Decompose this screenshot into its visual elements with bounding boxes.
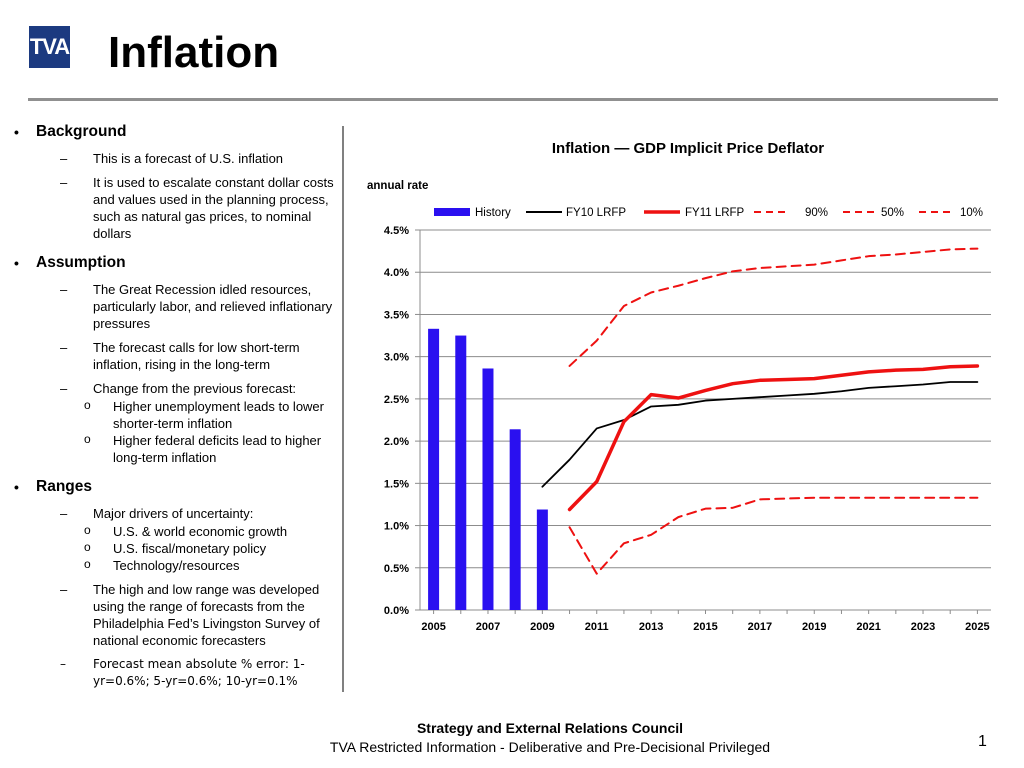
sub-bullet-item: o U.S. & world economic growth [14, 523, 336, 540]
legend-label: 10% [960, 207, 983, 219]
dash-marker: – [60, 151, 68, 166]
sub-bullet-text: Higher federal deficits lead to higher l… [113, 433, 322, 465]
x-tick-label: 2021 [856, 621, 880, 633]
footer-disclaimer: TVA Restricted Information - Deliberativ… [329, 739, 771, 755]
history-bar [428, 328, 440, 610]
bullet-item: – The Great Recession idled resources, pa… [14, 281, 336, 332]
title-divider [28, 98, 998, 101]
inflation-chart: Inflation — GDP Implicit Price Deflator a… [367, 140, 991, 633]
bullet-marker: • [14, 255, 19, 271]
y-tick-label: 3.5% [384, 309, 409, 321]
circle-marker: o [84, 398, 91, 412]
x-tick-label: 2009 [530, 621, 554, 633]
sub-bullet-text: Higher unemployment leads to lower short… [113, 399, 324, 431]
bullet-item-text: Change from the previous forecast: [93, 381, 297, 396]
bullet-item-text: It is used to escalate constant dollar c… [93, 175, 334, 241]
sub-bullet-text: U.S. fiscal/monetary policy [113, 541, 267, 556]
x-tick-label: 2017 [748, 621, 772, 633]
sub-bullet-item: o Higher federal deficits lead to higher … [14, 432, 336, 466]
y-axis-label: annual rate [367, 180, 428, 192]
bullet-item-text: Major drivers of uncertainty: [93, 506, 254, 521]
page-number: 1 [978, 733, 987, 750]
history-bar [536, 509, 548, 610]
x-tick-label: 2015 [693, 621, 717, 633]
bullet-item: – The forecast calls for low short-term i… [14, 339, 336, 373]
column-divider [342, 126, 344, 692]
history-bar [455, 335, 467, 610]
bullet-marker: • [14, 479, 19, 495]
range-line-90pct [568, 247, 979, 367]
dash-marker: – [60, 657, 66, 671]
legend-label: 90% [805, 207, 828, 219]
footer-council: Strategy and External Relations Council [416, 720, 684, 736]
y-tick-label: 3.0% [384, 352, 409, 364]
y-tick-label: 0.0% [384, 605, 409, 617]
section-heading: • Ranges [14, 477, 336, 497]
x-tick-label: 2013 [639, 621, 663, 633]
legend-label: FY11 LRFP [685, 207, 745, 219]
y-tick-label: 1.5% [384, 478, 409, 490]
bullet-marker: • [14, 124, 19, 140]
y-tick-label: 4.0% [384, 267, 409, 279]
bullet-item-text: The forecast calls for low short-term in… [93, 340, 300, 372]
range-line-10pct [568, 496, 979, 575]
fy11-line [567, 364, 980, 512]
dash-marker: – [60, 175, 68, 190]
section-heading-text: Assumption [36, 254, 126, 271]
section-heading-text: Background [36, 123, 127, 140]
legend-swatch-history [434, 208, 470, 216]
sub-bullet-item: o Higher unemployment leads to lower shor… [14, 398, 336, 432]
y-tick-label: 4.5% [384, 225, 409, 237]
y-tick-label: 1.0% [384, 521, 409, 533]
y-tick-label: 0.5% [384, 563, 409, 575]
circle-marker: o [84, 540, 91, 554]
dash-marker: – [60, 506, 68, 521]
tva-logo: TVA [29, 26, 70, 68]
bullet-item: – This is a forecast of U.S. inflation [14, 150, 336, 167]
circle-marker: o [84, 432, 91, 446]
circle-marker: o [84, 557, 91, 571]
sub-bullet-item: o U.S. fiscal/monetary policy [14, 540, 336, 557]
legend-label: History [475, 207, 511, 219]
page-title: Inflation [108, 28, 280, 77]
bullet-item: – The high and low range was developed us… [14, 581, 336, 649]
sub-bullet-text: U.S. & world economic growth [113, 524, 288, 539]
x-tick-label: 2007 [476, 621, 500, 633]
bullet-item: – It is used to escalate constant dollar … [14, 174, 336, 242]
y-tick-label: 2.0% [384, 436, 409, 448]
legend-label: 50% [881, 207, 904, 219]
bullet-item-text: The Great Recession idled resources, par… [93, 282, 333, 331]
sub-bullet-group: o Higher unemployment leads to lower shor… [14, 398, 336, 466]
sub-bullet-text: Technology/resources [113, 558, 240, 573]
x-tick-label: 2005 [421, 621, 445, 633]
bullet-item: – Major drivers of uncertainty: [14, 505, 336, 522]
bullet-item-text: This is a forecast of U.S. inflation [93, 151, 284, 166]
bullet-item: – Change from the previous forecast: [14, 380, 336, 397]
sub-bullet-item: o Technology/resources [14, 557, 336, 574]
history-bar [482, 368, 494, 610]
section-heading: • Assumption [14, 253, 336, 273]
section-heading: • Background [14, 122, 336, 142]
dash-marker: – [60, 381, 68, 396]
dash-marker: – [60, 282, 68, 297]
bullet-list: • Background – This is a forecast of U.S. i… [14, 122, 336, 701]
bullet-item: – Forecast mean absolute % error: 1-yr=0.… [14, 656, 336, 690]
x-tick-label: 2019 [802, 621, 826, 633]
dash-marker: – [60, 582, 68, 597]
fy10-line [541, 381, 979, 488]
bullet-item-text: Forecast mean absolute % error: 1-yr=0.6… [93, 657, 305, 688]
x-tick-label: 2023 [911, 621, 935, 633]
chart-title: Inflation — GDP Implicit Price Deflator [552, 140, 824, 157]
history-bar [509, 429, 521, 610]
dash-marker: – [60, 340, 68, 355]
section-heading-text: Ranges [36, 478, 92, 495]
y-tick-label: 2.5% [384, 394, 409, 406]
legend-label: FY10 LRFP [566, 207, 626, 219]
x-tick-label: 2011 [585, 621, 609, 633]
circle-marker: o [84, 523, 91, 537]
x-tick-label: 2025 [965, 621, 989, 633]
sub-bullet-group: o U.S. & world economic growth o U.S. fisca… [14, 523, 336, 574]
bullet-item-text: The high and low range was developed usi… [93, 582, 320, 648]
